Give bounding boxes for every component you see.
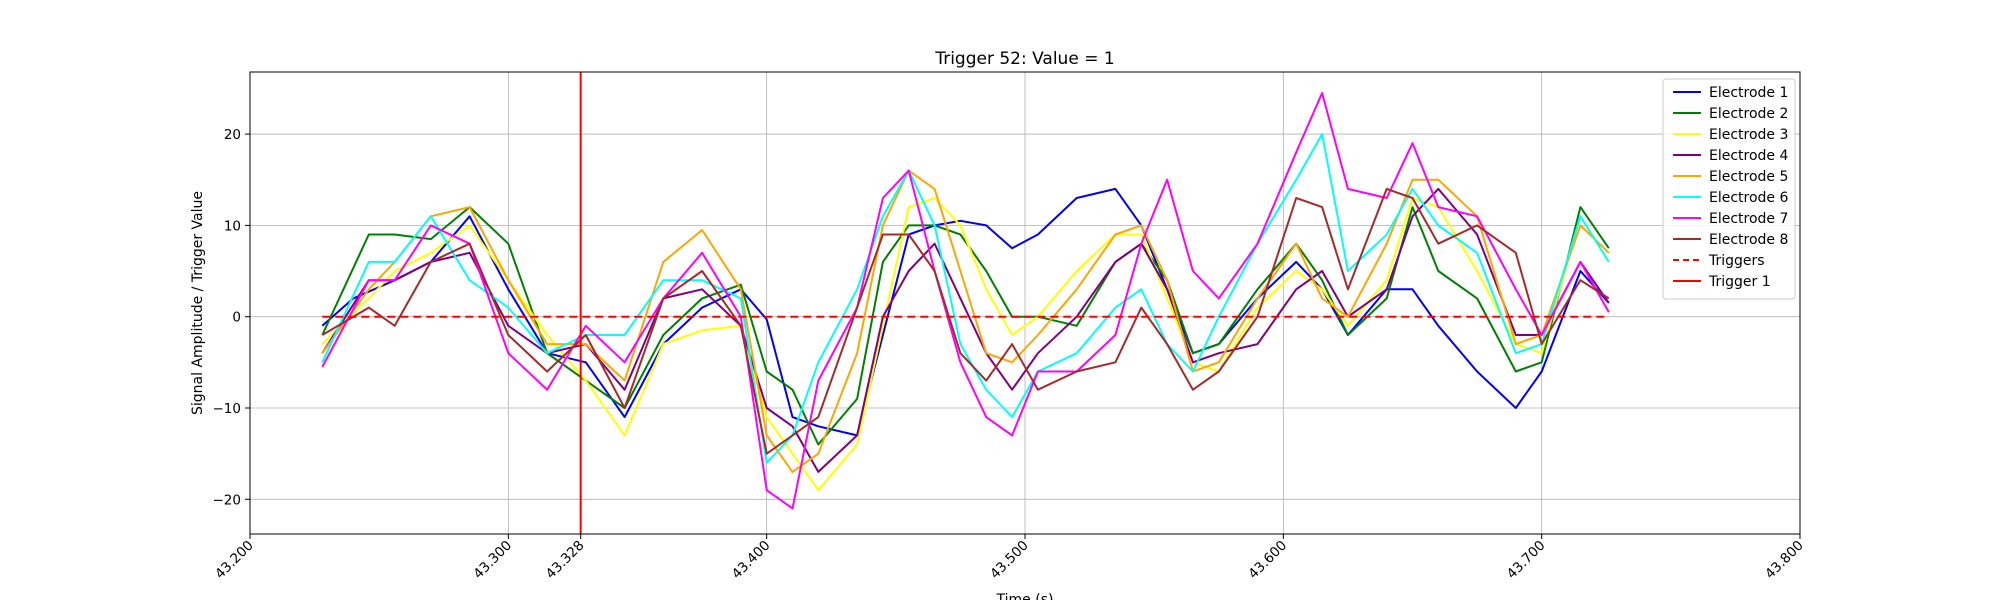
- legend-label-trigger-1: Trigger 1: [1708, 274, 1771, 290]
- y-tick-label: 10: [224, 218, 241, 234]
- legend-label-electrode-5: Electrode 5: [1709, 169, 1788, 185]
- legend: Electrode 1 Electrode 2 Electrode 3 Electro…: [1662, 78, 1796, 300]
- chart-title: Trigger 52: Value = 1: [934, 49, 1114, 69]
- y-axis-label: Signal Amplitude / Trigger Value: [190, 191, 206, 415]
- legend-label-electrode-7: Electrode 7: [1709, 211, 1788, 227]
- y-tick-label: −10: [213, 401, 242, 417]
- series-electrode-6-line: [321, 133, 1610, 464]
- x-axis-label: Time (s): [996, 592, 1054, 600]
- legend-label-electrode-8: Electrode 8: [1709, 232, 1788, 248]
- legend-label-electrode-2: Electrode 2: [1709, 106, 1788, 122]
- legend-label-electrode-6: Electrode 6: [1709, 190, 1788, 206]
- legend-label-electrode-3: Electrode 3: [1709, 127, 1788, 143]
- y-tick-label: 20: [224, 127, 241, 143]
- legend-label-electrode-1: Electrode 1: [1709, 85, 1788, 101]
- legend-label-electrode-4: Electrode 4: [1709, 148, 1788, 164]
- y-tick-label: 0: [232, 310, 241, 326]
- series-electrode-1-line: [321, 187, 1610, 437]
- series-electrode-5-line: [321, 169, 1610, 473]
- series-electrode-8-line: [321, 187, 1610, 455]
- plot-area: [321, 72, 1610, 534]
- y-tick-label: −20: [213, 492, 242, 508]
- legend-label-triggers: Triggers: [1708, 253, 1765, 269]
- series-electrode-3-line: [321, 197, 1610, 492]
